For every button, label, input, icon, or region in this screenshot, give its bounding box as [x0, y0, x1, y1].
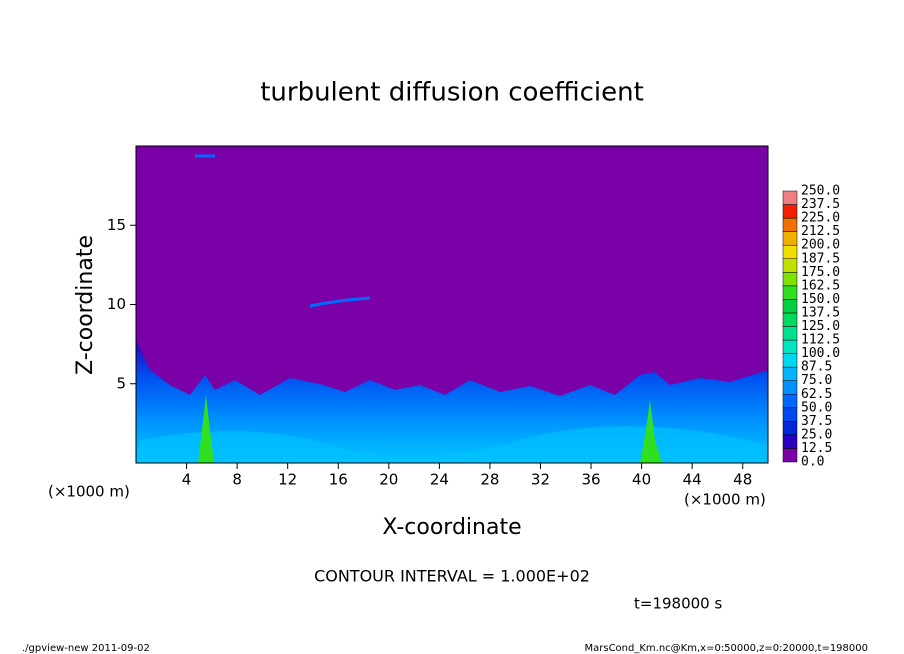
colorbar-bin	[782, 380, 798, 395]
colorbar-label: 112.5	[801, 333, 840, 348]
footer-left: ./gpview-new 2011-09-02	[22, 643, 150, 654]
colorbar-label: 62.5	[801, 387, 832, 402]
field	[136, 146, 768, 463]
colorbar-label: 237.5	[801, 197, 840, 212]
colorbar-bin	[782, 299, 798, 314]
x-tick-label: 24	[430, 471, 449, 489]
colorbar-bin	[782, 217, 798, 232]
colorbar-label: 225.0	[801, 211, 840, 226]
x-axis-title: X-coordinate	[382, 515, 521, 540]
x-tick-label: 48	[733, 471, 752, 489]
colorbar-label: 75.0	[801, 373, 832, 388]
x-tick-label: 4	[182, 471, 192, 489]
colorbar-label: 37.5	[801, 414, 832, 429]
colorbar-bin	[782, 407, 798, 422]
colorbar-label: 125.0	[801, 319, 840, 334]
colorbar-label: 87.5	[801, 360, 832, 375]
y-unit: (×1000 m)	[48, 483, 130, 501]
colorbar-bin	[782, 448, 798, 463]
contour-interval: CONTOUR INTERVAL = 1.000E+02	[314, 567, 590, 586]
colorbar-bin	[782, 204, 798, 219]
colorbar-label: 100.0	[801, 346, 840, 361]
y-tick-label: 15	[107, 216, 126, 234]
colorbar-label: 175.0	[801, 265, 840, 280]
colorbar-bin	[782, 366, 798, 381]
colorbar-bin	[782, 312, 798, 327]
footer-right: MarsCond_Km.nc@Km,x=0:50000,z=0:20000,t=…	[585, 643, 869, 654]
colorbar-label: 25.0	[801, 427, 832, 442]
colorbar-label: 212.5	[801, 224, 840, 239]
x-unit: (×1000 m)	[684, 491, 766, 509]
chart-title: turbulent diffusion coefficient	[260, 78, 644, 108]
colorbar-bin	[782, 272, 798, 287]
time-label: t=198000 s	[634, 595, 722, 613]
x-tick-label: 44	[683, 471, 702, 489]
x-tick-label: 20	[379, 471, 398, 489]
colorbar-label: 250.0	[801, 184, 840, 199]
x-tick-label: 36	[581, 471, 600, 489]
colorbar-label: 0.0	[801, 455, 824, 470]
x-tick-label: 28	[480, 471, 499, 489]
colorbar-label: 162.5	[801, 278, 840, 293]
y-axis-title: Z-coordinate	[73, 235, 98, 375]
colorbar-bin	[782, 394, 798, 409]
colorbar-label: 187.5	[801, 251, 840, 266]
colorbar-bin	[782, 421, 798, 436]
x-tick-label: 40	[632, 471, 651, 489]
y-tick-label: 5	[116, 374, 126, 392]
y-tick-label: 10	[107, 295, 126, 313]
x-tick-label: 8	[232, 471, 242, 489]
colorbar-bin	[782, 231, 798, 246]
colorbar-bin	[782, 326, 798, 341]
x-tick-label: 16	[329, 471, 348, 489]
x-tick-label: 32	[531, 471, 550, 489]
colorbar-bin	[782, 285, 798, 300]
colorbar-label: 12.5	[801, 441, 832, 456]
colorbar-bin	[782, 339, 798, 354]
colorbar-bin	[782, 258, 798, 273]
colorbar-label: 137.5	[801, 305, 840, 320]
colorbar-bin	[782, 244, 798, 259]
colorbar-bin	[782, 190, 798, 205]
colorbar-label: 50.0	[801, 400, 832, 415]
colorbar-label: 200.0	[801, 238, 840, 253]
colorbar-bin	[782, 353, 798, 368]
x-tick-label: 12	[278, 471, 297, 489]
colorbar-bin	[782, 434, 798, 449]
colorbar-label: 150.0	[801, 292, 840, 307]
